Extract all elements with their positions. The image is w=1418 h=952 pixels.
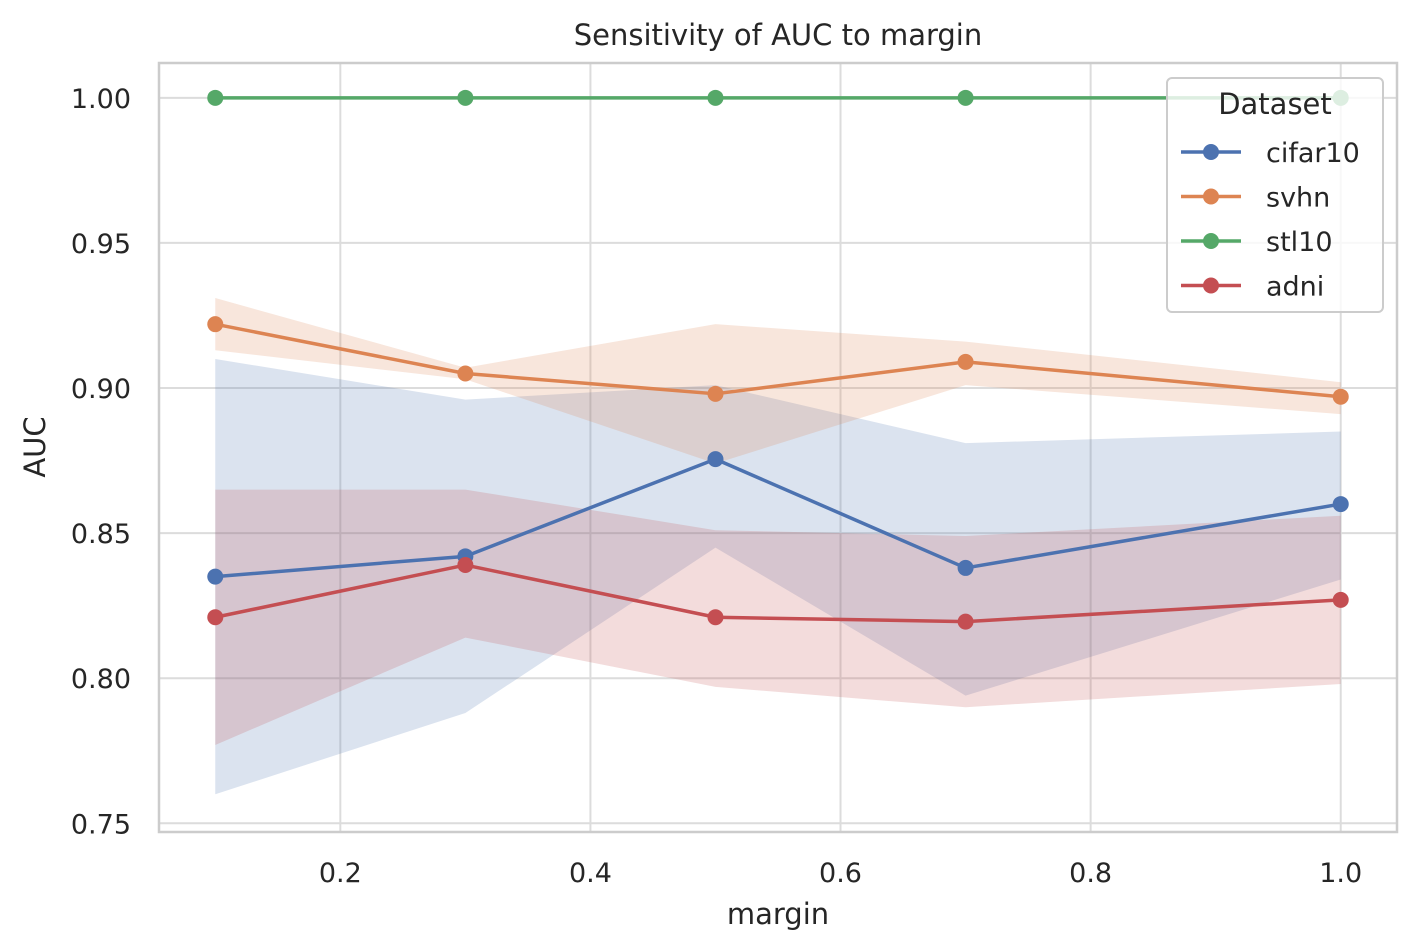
legend-marker-svhn xyxy=(1203,188,1219,205)
legend[interactable]: Dataset cifar10 svhn stl10 adni xyxy=(1166,77,1384,313)
y-tick-label: 0.95 xyxy=(71,229,131,260)
adni-point[interactable] xyxy=(707,609,724,626)
y-tick-label: 0.75 xyxy=(71,809,131,840)
legend-marker-stl10 xyxy=(1203,233,1219,249)
stl10-point[interactable] xyxy=(707,89,724,106)
legend-frame xyxy=(1166,77,1384,313)
legend-item-adni[interactable]: adni xyxy=(1181,272,1324,303)
x-axis-label: margin xyxy=(727,897,829,931)
svhn-point[interactable] xyxy=(707,385,724,402)
legend-item-cifar10[interactable]: cifar10 xyxy=(1181,138,1360,169)
cifar10-point[interactable] xyxy=(207,568,224,585)
legend-title: Dataset xyxy=(1218,87,1332,121)
legend-label-adni: adni xyxy=(1266,272,1324,303)
y-tick-label: 0.90 xyxy=(71,374,131,405)
svhn-point[interactable] xyxy=(1332,388,1349,405)
y-tick-label: 0.80 xyxy=(71,664,131,695)
legend-item-svhn[interactable]: svhn xyxy=(1181,183,1330,214)
svhn-point[interactable] xyxy=(207,316,224,333)
tick-labels: 0.2 0.4 0.6 0.8 1.0 0.75 0.80 0.85 0.90 0.95 1.00 xyxy=(71,84,1362,889)
cifar10-point[interactable] xyxy=(957,559,974,576)
x-tick-label: 0.8 xyxy=(1069,858,1112,889)
svhn-point[interactable] xyxy=(457,365,474,382)
y-tick-label: 0.85 xyxy=(71,519,131,550)
legend-marker-cifar10 xyxy=(1203,144,1219,160)
adni-point[interactable] xyxy=(1332,591,1349,608)
x-tick-label: 0.4 xyxy=(569,858,612,889)
x-tick-label: 0.6 xyxy=(819,858,862,889)
stl10-point[interactable] xyxy=(457,89,474,106)
stl10-point[interactable] xyxy=(957,89,974,106)
cifar10-confidence-band xyxy=(215,358,1341,795)
x-tick-label: 1.0 xyxy=(1319,858,1362,889)
legend-marker-adni xyxy=(1203,277,1219,294)
plot-frame xyxy=(157,61,1399,834)
adni-point[interactable] xyxy=(457,557,474,574)
cifar10-point[interactable] xyxy=(1332,496,1349,513)
cifar10-point[interactable] xyxy=(707,451,724,468)
x-tick-label: 0.2 xyxy=(319,858,362,889)
adni-point[interactable] xyxy=(207,609,224,626)
legend-label-stl10: stl10 xyxy=(1266,227,1333,258)
stl10-point[interactable] xyxy=(207,89,224,106)
legend-label-svhn: svhn xyxy=(1266,183,1330,214)
chart-title: Sensitivity of AUC to margin xyxy=(574,18,983,52)
y-tick-label: 1.00 xyxy=(71,84,131,115)
svhn-confidence-band xyxy=(215,298,1341,464)
adni-point[interactable] xyxy=(957,613,974,630)
y-axis-label: AUC xyxy=(18,416,52,477)
legend-item-stl10[interactable]: stl10 xyxy=(1181,227,1333,258)
svhn-point[interactable] xyxy=(957,353,974,370)
legend-label-cifar10: cifar10 xyxy=(1266,138,1360,169)
